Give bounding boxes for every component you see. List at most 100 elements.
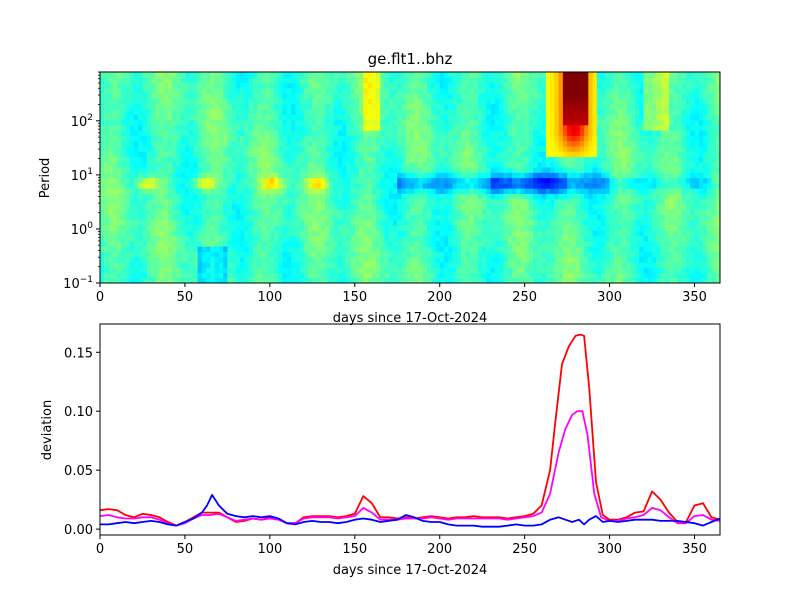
heatmap-cell <box>303 188 309 194</box>
heatmap-cell <box>329 203 335 210</box>
heatmap-cell <box>308 277 313 283</box>
heatmap-cell <box>167 277 173 283</box>
heatmap-cell <box>312 151 318 157</box>
heatmap-cell <box>176 103 182 110</box>
heatmap-cell <box>567 209 572 216</box>
heatmap-cell <box>291 108 296 115</box>
heatmap-cell <box>537 82 543 89</box>
heatmap-cell <box>533 145 538 152</box>
heatmap-cell <box>121 219 127 226</box>
heatmap-cell <box>333 77 339 84</box>
heatmap-cell <box>104 77 110 84</box>
heatmap-cell <box>380 209 386 216</box>
heatmap-cell <box>609 119 615 126</box>
heatmap-cell <box>443 161 449 168</box>
heatmap-cell <box>235 140 241 147</box>
heatmap-cell <box>172 219 178 226</box>
heatmap-cell <box>269 87 275 94</box>
heatmap-cell <box>133 277 139 283</box>
heatmap-cell <box>609 219 615 226</box>
heatmap-cell <box>601 93 606 99</box>
heatmap-cell <box>163 119 169 126</box>
heatmap-cell <box>133 193 139 200</box>
heatmap-cell <box>533 119 538 126</box>
heatmap-cell <box>601 114 606 121</box>
heatmap-cell <box>100 177 105 184</box>
heatmap-cell <box>172 145 178 152</box>
heatmap-cell <box>265 72 271 78</box>
heatmap-cell <box>257 224 262 231</box>
heatmap-cell <box>613 214 619 221</box>
heatmap-cell <box>533 87 538 94</box>
heatmap-cell <box>129 161 135 168</box>
heatmap-cell <box>150 230 156 237</box>
heatmap-cell <box>235 130 241 136</box>
heatmap-cell <box>346 135 352 142</box>
heatmap-cell <box>295 114 301 121</box>
heatmap-cell <box>240 72 245 78</box>
heatmap-cell <box>163 124 169 131</box>
heatmap-cell <box>180 145 186 152</box>
heatmap-cell <box>376 108 381 115</box>
heatmap-cell <box>528 261 534 268</box>
heatmap-cell <box>308 182 313 189</box>
heatmap-cell <box>613 72 619 78</box>
heatmap-cell <box>465 224 471 231</box>
heatmap-cell <box>325 230 330 237</box>
heatmap-cell <box>397 246 403 252</box>
heatmap-cell <box>100 119 105 126</box>
heatmap-cell <box>575 140 581 147</box>
heatmap-cell <box>354 145 360 152</box>
heatmap-cell <box>240 251 245 258</box>
heatmap-cell <box>605 124 611 131</box>
heatmap-cell <box>393 277 398 283</box>
heatmap-cell <box>371 230 377 237</box>
heatmap-cell <box>138 246 144 252</box>
heatmap-cell <box>214 214 220 221</box>
heatmap-cell <box>172 98 178 105</box>
heatmap-cell <box>376 277 381 283</box>
heatmap-cell <box>269 267 275 274</box>
heatmap-cell <box>494 140 500 147</box>
heatmap-cell <box>337 161 343 168</box>
heatmap-cell <box>503 82 509 89</box>
heatmap-cell <box>567 193 572 200</box>
heatmap-cell <box>265 130 271 136</box>
heatmap-cell <box>584 267 589 274</box>
heatmap-cell <box>545 108 551 115</box>
heatmap-cell <box>308 256 313 263</box>
heatmap-cell <box>227 135 233 142</box>
heatmap-cell <box>469 135 475 142</box>
heatmap-cell <box>112 108 118 115</box>
heatmap-cell <box>201 166 207 173</box>
heatmap-cell <box>469 87 475 94</box>
heatmap-cell <box>265 188 271 194</box>
heatmap-cell <box>201 108 207 115</box>
heatmap-cell <box>218 93 224 99</box>
heatmap-cell <box>588 93 594 99</box>
heatmap-cell <box>197 214 203 221</box>
heatmap-cell <box>299 198 305 205</box>
heatmap-cell <box>456 230 462 237</box>
heatmap-cell <box>465 219 471 226</box>
heatmap-cell <box>601 251 606 258</box>
heatmap-cell <box>193 87 199 94</box>
heatmap-cell <box>303 235 309 242</box>
heatmap-cell <box>511 151 517 157</box>
heatmap-cell <box>562 272 568 279</box>
heatmap-cell <box>371 203 377 210</box>
heatmap-cell <box>618 151 623 157</box>
heatmap-cell <box>401 230 407 237</box>
heatmap-cell <box>184 214 190 221</box>
heatmap-cell <box>520 98 526 105</box>
heatmap-cell <box>342 261 347 268</box>
heatmap-cell <box>367 77 373 84</box>
heatmap-cell <box>121 156 127 163</box>
heatmap-cell <box>494 177 500 184</box>
heatmap-cell <box>172 140 178 147</box>
heatmap-cell <box>618 166 623 173</box>
heatmap-cell <box>503 103 509 110</box>
heatmap-cell <box>286 108 292 115</box>
heatmap-cell <box>477 230 483 237</box>
heatmap-cell <box>350 209 356 216</box>
